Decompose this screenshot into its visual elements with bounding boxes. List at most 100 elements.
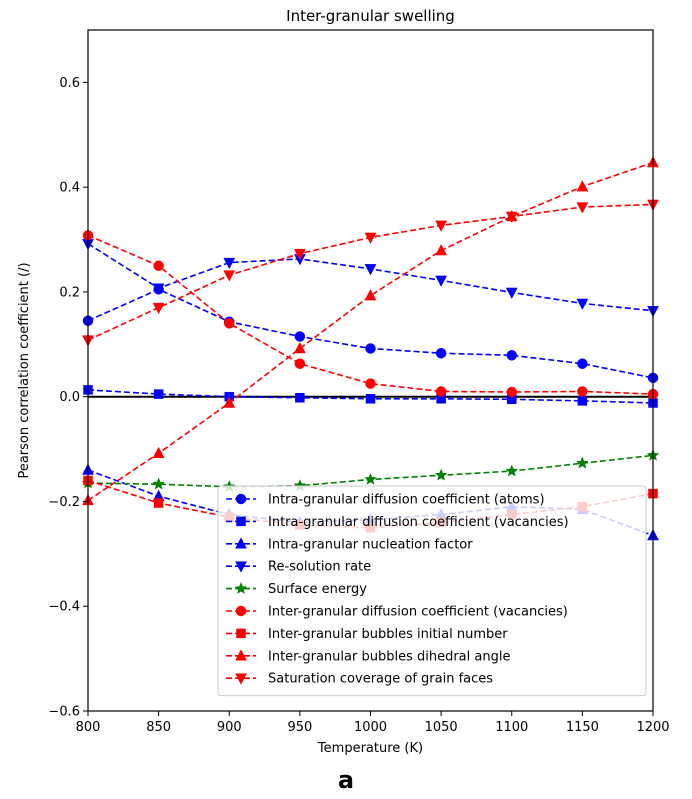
legend-label: Saturation coverage of grain faces [268, 672, 493, 687]
y-tick-label: 0.6 [59, 76, 80, 91]
data-point [152, 302, 165, 315]
data-point [364, 289, 377, 301]
data-point [152, 283, 165, 295]
data-point [506, 350, 517, 361]
data-point [152, 477, 165, 490]
series-line [87, 234, 654, 395]
legend-label: Intra-granular nucleation factor [268, 537, 473, 552]
legend-frame [217, 485, 647, 697]
x-tick-label: 950 [287, 720, 312, 735]
data-point [364, 264, 377, 276]
legend-item: Intra-granular nucleation factor [226, 537, 473, 552]
data-point [152, 446, 165, 459]
x-tick-label: 1200 [636, 720, 669, 735]
x-tick-label: 900 [217, 720, 242, 735]
legend-marker [236, 628, 246, 639]
data-point [576, 202, 589, 214]
data-point [294, 358, 306, 369]
data-point [435, 244, 448, 256]
data-point [435, 275, 448, 287]
series-9 [82, 199, 659, 347]
data-point [505, 287, 518, 299]
data-point [365, 378, 376, 389]
data-point [364, 232, 377, 244]
legend-label: Inter-granular bubbles dihedral angle [268, 649, 510, 664]
data-point [294, 331, 306, 342]
data-point [293, 248, 306, 261]
data-point [577, 396, 588, 406]
axes: 800 850 900 950 1000 1050 1100 1150 1200 −0.6 −0.4… [48, 29, 670, 735]
data-point [153, 260, 164, 271]
legend-marker [235, 649, 247, 661]
data-point [577, 358, 588, 369]
line-chart: Inter-granular swelling Intra-granular d… [17, 7, 670, 756]
legend-label: Surface energy [268, 582, 367, 597]
data-point [364, 472, 377, 485]
series-line [87, 288, 654, 379]
y-axis-label: Pearson correlation coefficient (/) [17, 262, 32, 478]
x-tick-label: 1050 [425, 720, 458, 735]
x-tick-label: 850 [146, 720, 171, 735]
data-point [576, 456, 589, 469]
legend-marker [235, 537, 247, 549]
legend-label: Inter-granular bubbles initial number [268, 627, 508, 642]
data-point [576, 180, 589, 192]
data-point [505, 211, 518, 224]
data-point [223, 396, 236, 408]
data-point [434, 468, 448, 481]
legend-marker [234, 581, 248, 595]
data-layer [81, 155, 660, 541]
legend-marker [235, 561, 247, 573]
legend-marker [235, 673, 247, 685]
legend-item: Saturation coverage of grain faces [226, 672, 493, 687]
y-tick-label: −0.6 [48, 705, 80, 720]
legend-item: Inter-granular diffusion coefficient (va… [226, 605, 568, 620]
data-point [224, 318, 235, 329]
data-point [365, 343, 376, 354]
series-5 [81, 448, 660, 493]
legend-label: Inter-granular diffusion coefficient (va… [268, 605, 568, 620]
x-tick-label: 800 [76, 720, 101, 735]
data-point [153, 498, 164, 508]
data-point [223, 257, 236, 270]
data-point [505, 464, 519, 477]
data-point [153, 389, 164, 399]
legend-label: Intra-granular diffusion coefficient (at… [268, 493, 545, 508]
legend-item: Surface energy [226, 581, 367, 597]
legend-label: Re-solution rate [268, 560, 371, 575]
series-line [87, 161, 654, 502]
chart-title: Inter-granular swelling [286, 7, 455, 25]
series-6 [82, 230, 659, 400]
data-point [223, 270, 236, 282]
y-tick-label: 0.0 [59, 390, 80, 405]
data-point [435, 220, 448, 232]
series-4 [82, 238, 659, 318]
legend-item: Re-solution rate [226, 560, 371, 575]
data-point [506, 386, 517, 398]
legend: Intra-granular diffusion coefficient (at… [217, 485, 647, 697]
legend-item: Inter-granular bubbles initial number [226, 627, 508, 642]
x-tick-label: 1150 [566, 720, 599, 735]
y-tick-label: 0.4 [59, 181, 80, 196]
data-point [293, 341, 306, 354]
x-tick-label: 1100 [495, 720, 528, 735]
data-point [576, 298, 589, 310]
panel-label: a [337, 766, 355, 794]
data-point [365, 394, 376, 404]
legend-marker [235, 605, 247, 617]
legend-item: Intra-granular diffusion coefficient (at… [226, 493, 545, 508]
y-tick-label: −0.2 [48, 495, 80, 510]
y-tick-label: −0.4 [48, 600, 80, 615]
legend-item: Inter-granular bubbles dihedral angle [226, 649, 510, 664]
legend-item: Intra-granular diffusion coefficient (va… [226, 515, 569, 530]
data-point [435, 386, 447, 397]
x-tick-label: 1000 [354, 720, 387, 735]
legend-label: Intra-granular diffusion coefficient (va… [268, 515, 569, 530]
data-point [435, 347, 447, 359]
legend-marker [235, 493, 247, 505]
x-axis-label: Temperature (K) [317, 741, 423, 756]
legend-marker [236, 516, 246, 527]
data-point [295, 392, 305, 403]
data-point [577, 386, 588, 397]
y-tick-label: 0.2 [59, 285, 80, 300]
